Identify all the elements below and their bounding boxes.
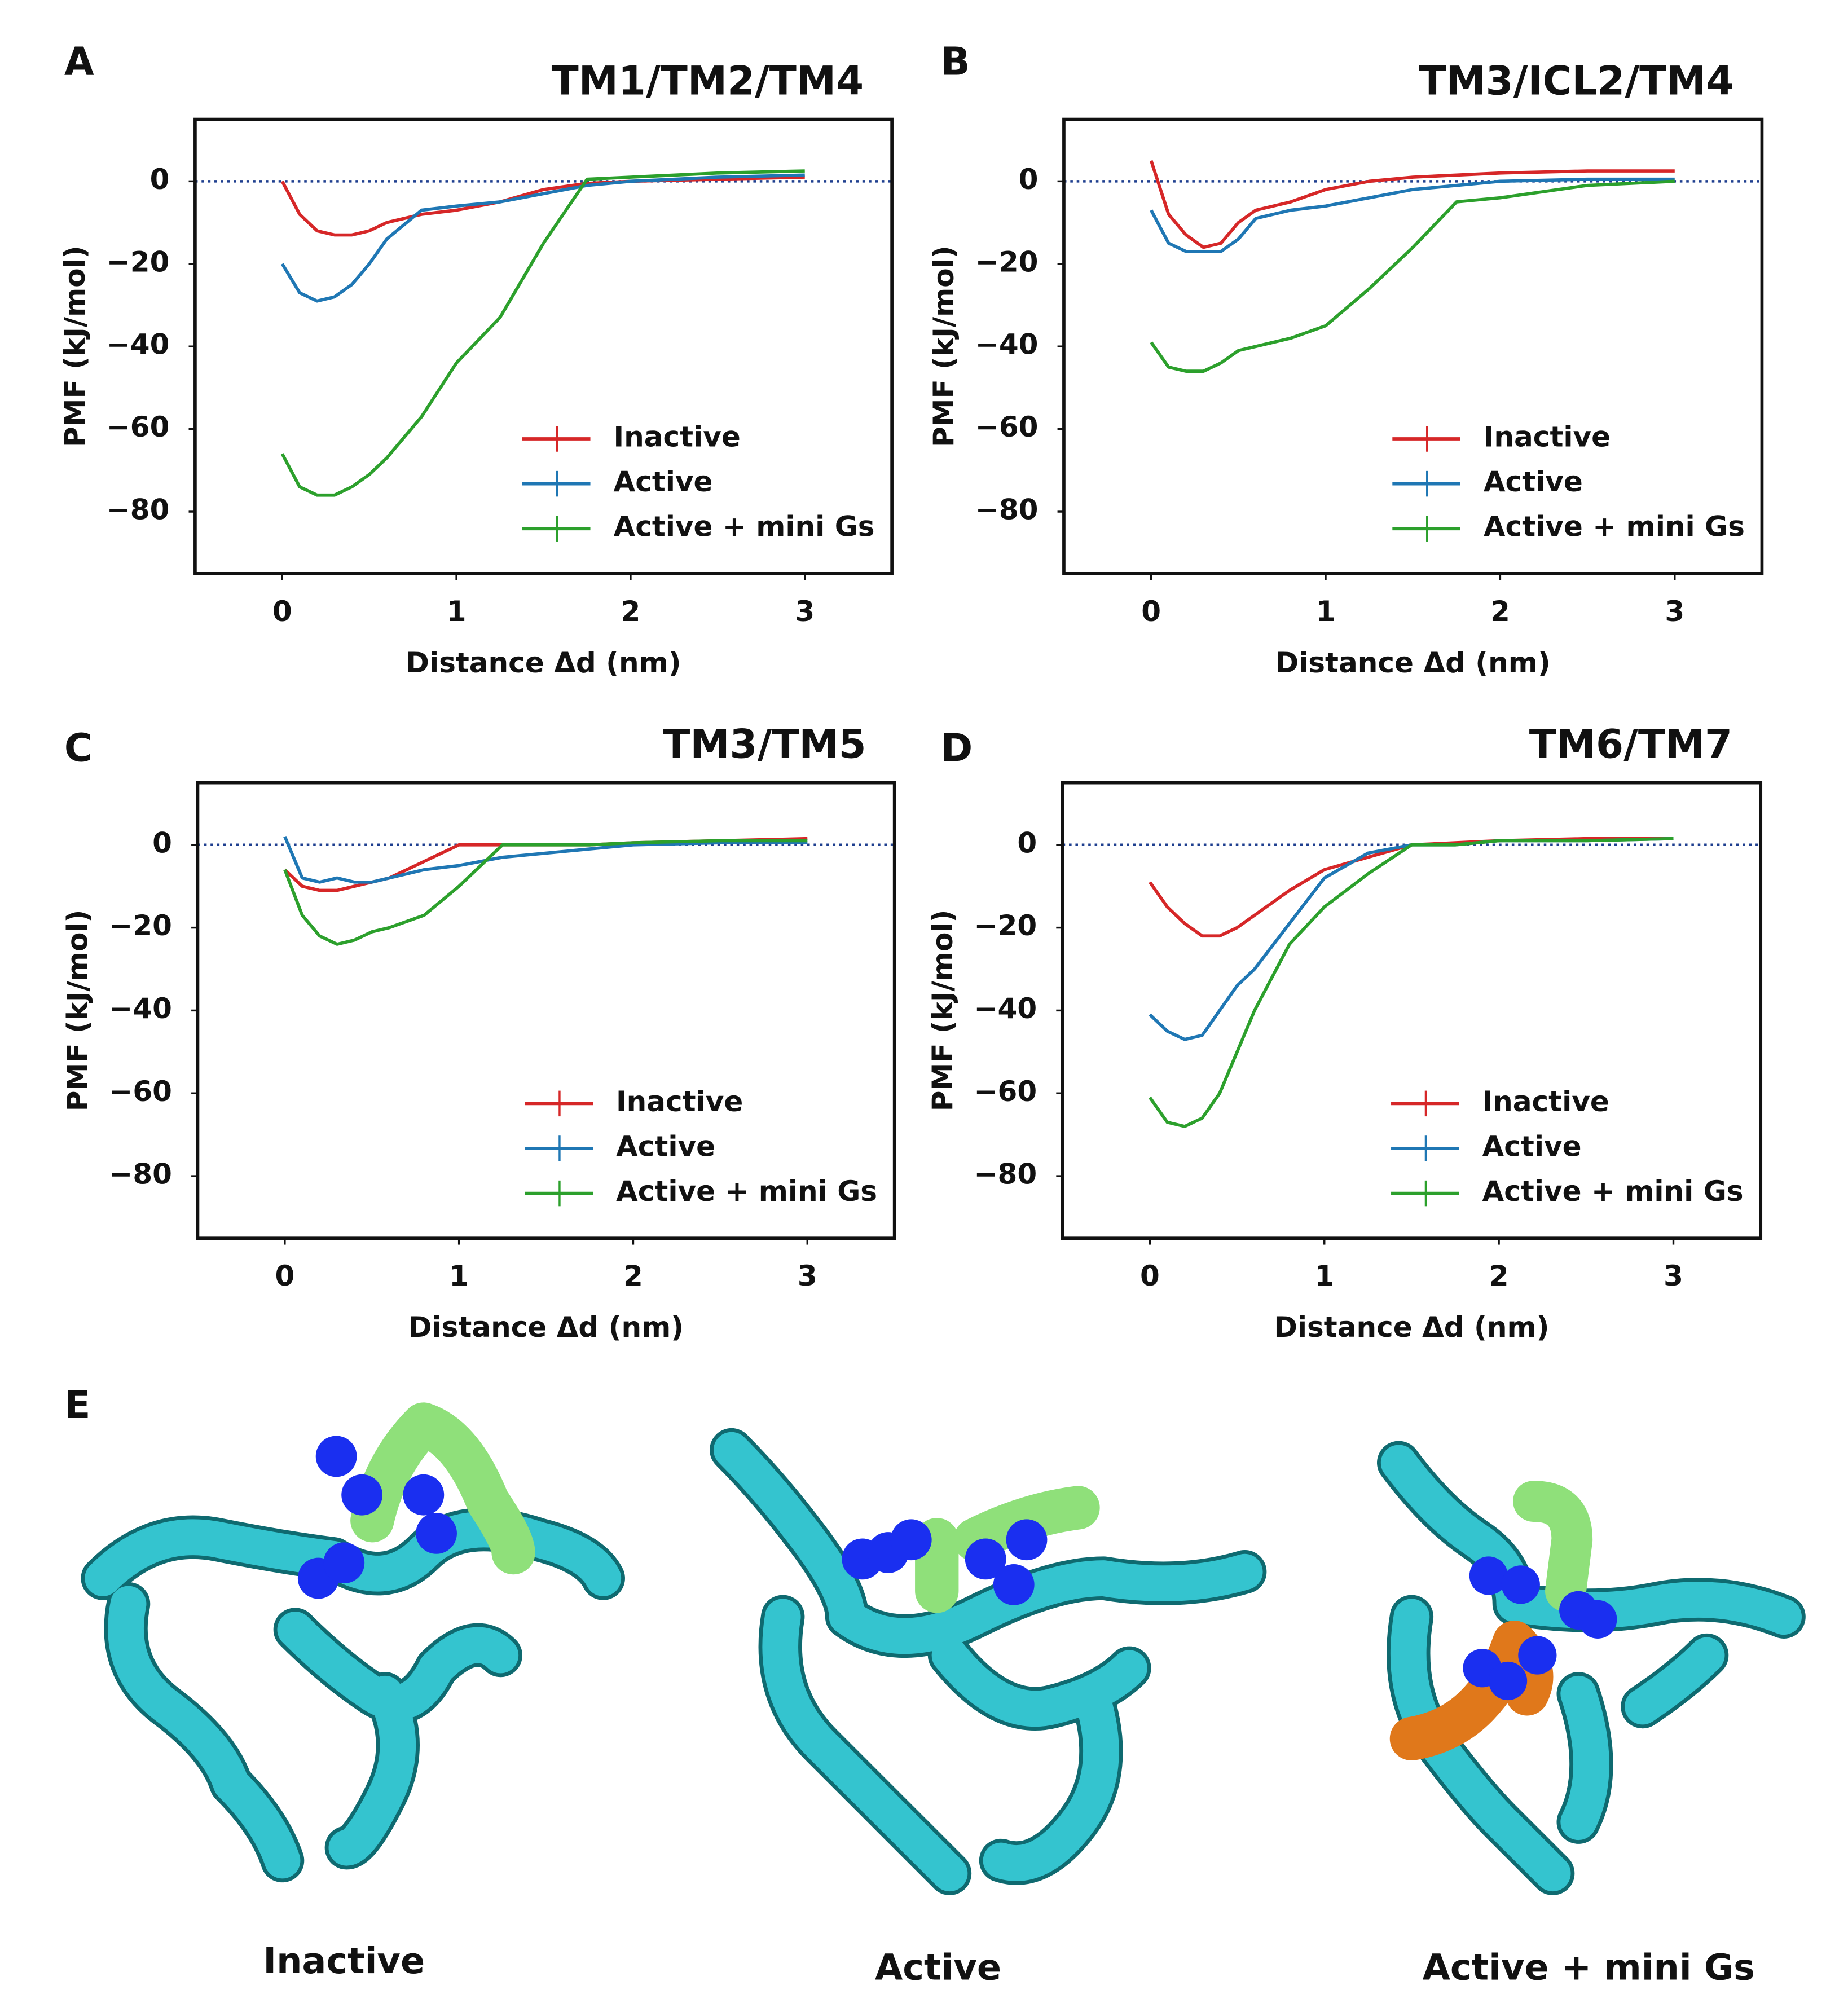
- x-axis-label: Distance Δd (nm): [408, 1311, 684, 1344]
- plot-frame: [1062, 117, 1764, 575]
- series-line: [283, 835, 808, 884]
- legend-label: Active: [1482, 1130, 1582, 1163]
- x-tick-label: 1: [447, 595, 467, 628]
- x-tick-label: 1: [449, 1260, 469, 1292]
- x-tick-label: 0: [275, 1260, 294, 1292]
- x-tick-label: 2: [1489, 1260, 1509, 1292]
- y-axis-label: PMF (kJ/mol): [61, 910, 94, 1112]
- plot-frame: [193, 117, 894, 575]
- y-axis-label: PMF (kJ/mol): [59, 245, 91, 447]
- molecule-inactive: [81, 1402, 625, 1883]
- legend-label: Active: [613, 465, 712, 498]
- y-tick-label: −40: [107, 328, 170, 361]
- y-tick-label: −20: [109, 909, 172, 942]
- plot-frame: [1061, 781, 1763, 1240]
- y-tick-label: −80: [107, 494, 170, 526]
- molecule-active: [710, 1428, 1267, 1895]
- y-tick-label: −40: [975, 328, 1039, 361]
- caption: Active + mini Gs: [1423, 1947, 1755, 1988]
- series-line: [280, 173, 805, 303]
- series-line: [283, 839, 808, 946]
- y-tick-label: −80: [109, 1158, 172, 1191]
- plot-frame: [196, 781, 896, 1240]
- legend-label: Active + mini Gs: [616, 1175, 877, 1208]
- x-tick-label: 2: [621, 595, 641, 628]
- y-tick-label: −60: [107, 411, 170, 443]
- x-tick-label: 2: [623, 1260, 643, 1292]
- x-tick-label: 3: [1664, 1260, 1683, 1292]
- y-tick-label: −80: [974, 1158, 1037, 1191]
- legend-label: Active + mini Gs: [613, 510, 874, 543]
- series-line: [1150, 177, 1675, 253]
- y-tick-label: 0: [150, 163, 170, 196]
- legend-label: Active + mini Gs: [1482, 1175, 1744, 1208]
- caption: Active: [875, 1947, 1001, 1988]
- series-line: [1149, 160, 1675, 249]
- legend-label: Active: [1484, 465, 1583, 498]
- panel-e: E Inactive Active Active + mini Gs: [64, 1383, 1806, 1988]
- panel-label: A: [64, 39, 94, 84]
- y-tick-label: −60: [975, 411, 1039, 443]
- legend-label: Active + mini Gs: [1484, 510, 1745, 543]
- x-tick-label: 0: [272, 595, 292, 628]
- panel-label: D: [941, 726, 973, 771]
- charts: A TM1/TM2/TM4 Distance Δd (nm) PMF (kJ/mol)…: [59, 39, 1764, 1344]
- legend-label: Inactive: [1482, 1085, 1609, 1118]
- molecule-active-mini-gs: [1377, 1441, 1806, 1895]
- y-tick-label: −60: [109, 1075, 172, 1108]
- y-tick-label: −20: [107, 245, 170, 278]
- legend-label: Active: [616, 1130, 715, 1163]
- y-tick-label: −60: [974, 1075, 1037, 1108]
- x-tick-label: 0: [1141, 595, 1161, 628]
- x-tick-label: 0: [1140, 1260, 1160, 1292]
- legend-label: Inactive: [616, 1085, 743, 1118]
- chart-title: TM1/TM2/TM4: [552, 58, 864, 104]
- y-tick-label: 0: [1017, 826, 1037, 859]
- x-tick-label: 1: [1314, 1260, 1334, 1292]
- y-tick-label: 0: [1019, 163, 1039, 196]
- caption: Inactive: [263, 1940, 425, 1982]
- y-tick-label: −40: [974, 992, 1037, 1025]
- legend-label: Inactive: [613, 420, 740, 453]
- series-line: [1150, 179, 1675, 373]
- x-tick-label: 3: [795, 595, 815, 628]
- x-tick-label: 3: [1665, 595, 1684, 628]
- legend-label: Inactive: [1484, 420, 1611, 453]
- y-tick-label: −80: [975, 494, 1039, 526]
- x-tick-label: 1: [1316, 595, 1336, 628]
- series-line: [1149, 837, 1674, 1128]
- y-axis-label: PMF (kJ/mol): [927, 245, 960, 447]
- x-tick-label: 2: [1490, 595, 1510, 628]
- x-axis-label: Distance Δd (nm): [1275, 646, 1551, 679]
- chart-title: TM3/ICL2/TM4: [1419, 58, 1733, 104]
- panel-label: E: [64, 1383, 91, 1428]
- y-axis-label: PMF (kJ/mol): [926, 910, 959, 1112]
- x-tick-label: 3: [798, 1260, 817, 1292]
- y-tick-label: −20: [975, 245, 1039, 278]
- x-axis-label: Distance Δd (nm): [1274, 1311, 1549, 1344]
- panel-label: B: [941, 39, 970, 84]
- panel-label: C: [64, 726, 93, 771]
- series-line: [280, 169, 805, 497]
- x-axis-label: Distance Δd (nm): [406, 646, 681, 679]
- y-tick-label: −40: [109, 992, 172, 1025]
- y-tick-label: −20: [974, 909, 1037, 942]
- chart-title: TM3/TM5: [663, 721, 866, 767]
- y-tick-label: 0: [152, 826, 172, 859]
- chart-title: TM6/TM7: [1529, 721, 1732, 767]
